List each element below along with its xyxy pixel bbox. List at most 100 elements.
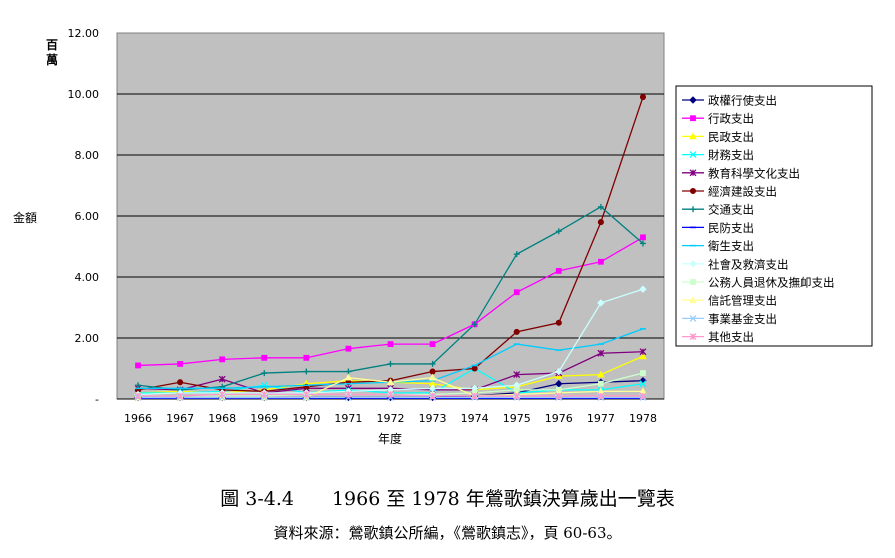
data-point	[429, 341, 436, 348]
gridlines	[117, 93, 664, 339]
legend-label: 其他支出	[708, 330, 754, 344]
data-point	[429, 392, 437, 400]
x-tick-label: 1966	[124, 412, 152, 425]
data-point	[135, 362, 141, 369]
data-point	[428, 373, 437, 381]
data-point	[555, 228, 562, 235]
data-point	[218, 390, 226, 398]
data-point	[260, 390, 268, 398]
data-point	[597, 299, 605, 307]
legend-label: 社會及救濟支出	[708, 257, 789, 271]
data-point	[345, 368, 352, 375]
data-point	[689, 333, 697, 341]
data-point	[134, 392, 142, 400]
data-point	[640, 234, 646, 241]
data-point	[639, 240, 646, 247]
data-point	[597, 258, 604, 265]
data-point	[555, 268, 562, 274]
data-point	[513, 289, 520, 296]
series-markers	[134, 94, 647, 402]
data-point	[387, 341, 394, 348]
data-point	[639, 380, 647, 388]
y-tick-label: -	[95, 393, 99, 406]
data-point	[344, 390, 352, 398]
y-tick-label: 10.00	[68, 88, 100, 101]
x-axis-title: 年度	[378, 431, 402, 446]
data-point	[689, 187, 697, 195]
x-tick-label: 1976	[545, 412, 573, 425]
legend-label: 經濟建設支出	[708, 185, 777, 199]
data-point	[513, 371, 521, 379]
y-unit-label-2: 萬	[46, 52, 58, 67]
data-point	[218, 394, 226, 401]
data-point	[302, 390, 310, 398]
legend-label: 行政支出	[708, 112, 754, 126]
data-point	[471, 392, 479, 400]
data-point	[639, 94, 647, 101]
legend: 政權行使支出行政支出民政支出財務支出教育科學文化支出經濟建設支出交通支出民防支出…	[682, 94, 835, 344]
x-tick-label: 1971	[334, 412, 362, 425]
x-tick-label: 1978	[629, 412, 657, 425]
data-point	[597, 380, 604, 387]
data-point	[303, 354, 310, 361]
data-point	[513, 251, 520, 258]
legend-label: 衛生支出	[708, 239, 754, 253]
legend-label: 政權行使支出	[708, 94, 777, 108]
data-point	[261, 354, 268, 361]
data-point	[260, 394, 268, 401]
data-point	[345, 345, 352, 352]
data-point	[429, 368, 436, 375]
y-unit-label-1: 百	[46, 38, 58, 52]
data-point	[513, 392, 521, 400]
x-tick-label: 1970	[292, 412, 320, 425]
data-point	[690, 115, 696, 122]
data-point	[135, 382, 142, 389]
line-chart: - 2.00 4.00 6.00 8.00 10.00 12.00 1966 1967 1968…	[13, 27, 873, 446]
data-point	[690, 279, 696, 285]
data-point	[689, 296, 697, 304]
legend-label: 交通支出	[708, 203, 754, 217]
data-point	[689, 151, 697, 159]
legend-box	[675, 85, 873, 347]
data-point	[597, 219, 604, 226]
data-point	[177, 361, 184, 367]
data-point	[302, 394, 310, 401]
y-axis-ticks: - 2.00 4.00 6.00 8.00 10.00 12.00	[68, 27, 100, 406]
data-point	[639, 348, 647, 356]
data-point	[176, 392, 184, 400]
data-point	[344, 394, 352, 401]
data-point	[387, 360, 394, 367]
data-point	[261, 370, 268, 377]
x-tick-label: 1974	[461, 412, 489, 425]
y-tick-label: 8.00	[75, 149, 100, 162]
data-point	[639, 392, 647, 400]
data-point	[303, 368, 310, 375]
data-point	[471, 365, 478, 372]
data-point	[597, 349, 605, 357]
data-point	[555, 367, 563, 376]
y-tick-label: 6.00	[75, 210, 100, 223]
data-point	[387, 390, 394, 398]
data-point	[429, 360, 436, 367]
y-tick-label: 4.00	[75, 271, 100, 284]
legend-label: 信託管理支出	[708, 294, 777, 308]
data-point	[555, 319, 562, 326]
data-point	[690, 206, 696, 213]
data-point	[639, 352, 647, 360]
y-axis-title: 金額	[13, 210, 37, 225]
figure-source: 資料來源：鶯歌鎮公所編，《鶯歌鎮志》，頁 60-63。	[273, 524, 622, 542]
x-tick-label: 1973	[419, 412, 447, 425]
data-point	[386, 378, 395, 386]
data-point	[689, 169, 697, 177]
data-point	[344, 373, 353, 381]
x-tick-label: 1968	[208, 412, 236, 425]
data-point	[689, 96, 697, 104]
y-tick-label: 12.00	[68, 27, 100, 40]
data-point	[177, 379, 184, 386]
data-point	[640, 370, 646, 376]
data-point	[555, 380, 563, 388]
data-point	[597, 370, 605, 378]
data-point	[428, 384, 437, 393]
data-point	[218, 375, 226, 383]
data-point	[387, 394, 394, 401]
